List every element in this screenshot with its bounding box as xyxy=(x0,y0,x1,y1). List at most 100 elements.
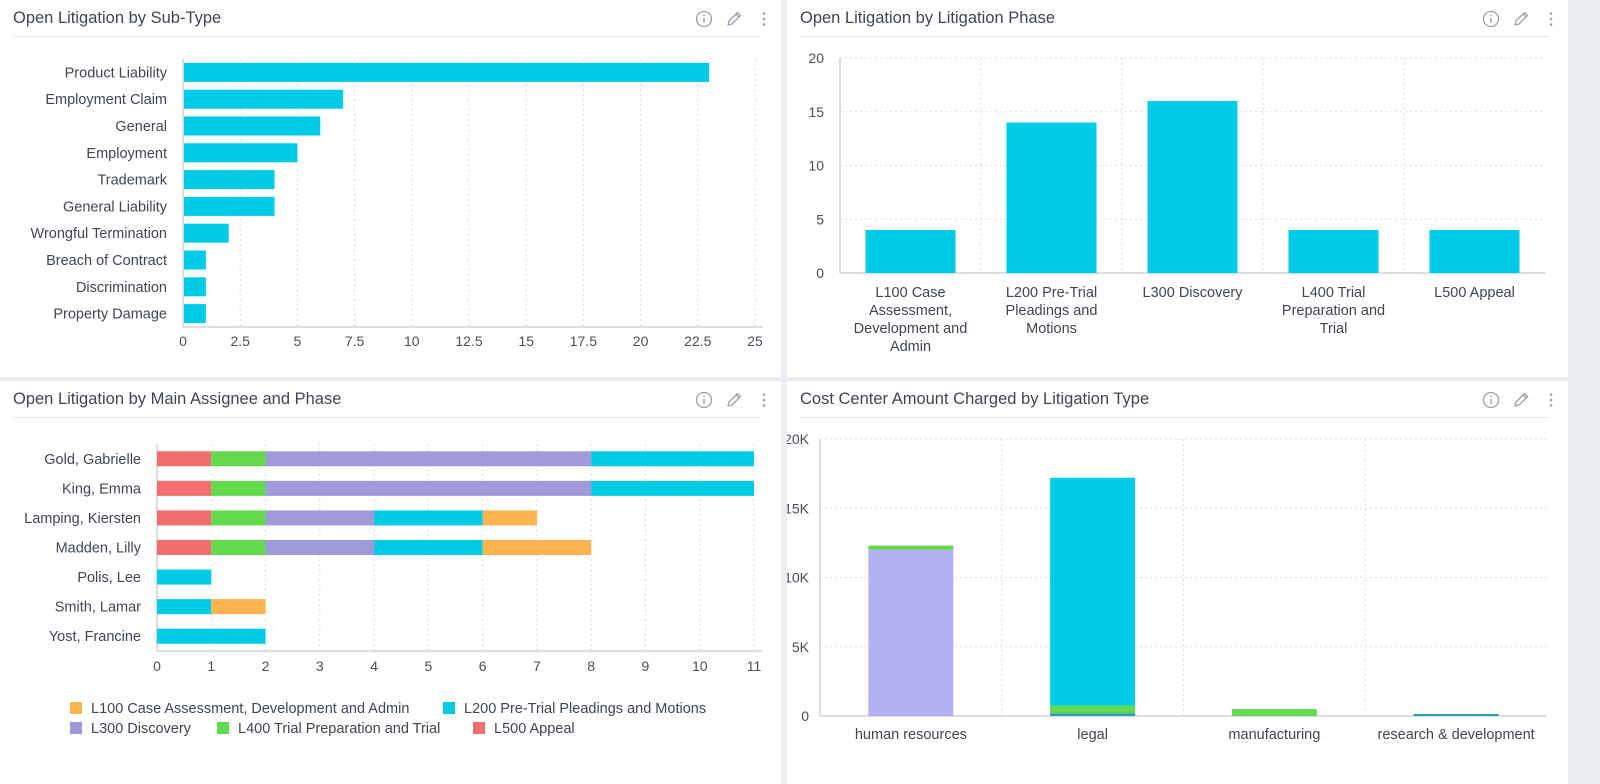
y-category-label: Property Damage xyxy=(53,307,167,323)
x-tick-label: 20 xyxy=(633,333,649,349)
y-category-label: King, Emma xyxy=(62,481,142,497)
bar-segment-gold-gabrielle-l300 xyxy=(265,451,592,467)
x-tick-label: 8 xyxy=(587,658,595,674)
x-category-label: L100 Case xyxy=(875,285,945,301)
panel-header: Open Litigation by Main Assignee and Pha… xyxy=(0,381,781,417)
y-category-label: Smith, Lamar xyxy=(55,600,141,616)
x-tick-label: 5 xyxy=(424,658,432,674)
y-category-label: Polis, Lee xyxy=(77,570,141,586)
panel-divider xyxy=(800,36,1548,37)
info-icon[interactable] xyxy=(1482,391,1500,409)
y-tick-label: 20 xyxy=(808,50,824,66)
x-tick-label: 3 xyxy=(316,658,324,674)
panel-header: Cost Center Amount Charged by Litigation… xyxy=(787,381,1568,417)
bar-segment-madden-lilly-l400 xyxy=(211,540,266,555)
bar-segment-smith-lamar-l200 xyxy=(157,599,212,615)
y-category-label: Trademark xyxy=(97,173,167,189)
panel-actions xyxy=(1482,389,1560,411)
chart-subtype: 0 2.5 5 7.5 10 12.5 15 17.5 20 22.5 25 Product Liab… xyxy=(31,59,763,349)
x-tick-label: 9 xyxy=(642,658,650,674)
chart-assignee: 0 1 2 3 4 5 6 7 8 9 10 11 Gold, Gabrielle King, Emma L… xyxy=(24,444,762,737)
bar-segment-yost-francine-l200 xyxy=(157,628,266,644)
panel-phase: Open Litigation by Litigation Phase 0 5 10… xyxy=(787,0,1568,377)
legend-swatch xyxy=(443,702,455,714)
bar-wrongful-termination xyxy=(184,223,229,243)
pencil-icon[interactable] xyxy=(1512,10,1530,28)
x-tick-label: 0 xyxy=(153,658,161,674)
panel-assignee: Open Litigation by Main Assignee and Pha… xyxy=(0,381,781,784)
x-tick-label: 12.5 xyxy=(455,333,482,349)
bar-segment-legal-2 xyxy=(1050,705,1136,714)
bar-property-damage xyxy=(184,304,206,324)
y-category-label: Breach of Contract xyxy=(46,253,167,269)
x-tick-label: 22.5 xyxy=(684,333,711,349)
x-category-label: research & development xyxy=(1378,727,1535,743)
y-category-label: Employment xyxy=(86,146,167,162)
legend-swatch xyxy=(70,702,82,714)
x-category-label: L200 Pre-Trial xyxy=(1006,285,1097,301)
x-category-label: Admin xyxy=(890,339,931,355)
bar-segment-king-emma-l300 xyxy=(265,480,592,496)
bar-segment-gold-gabrielle-l400 xyxy=(211,451,266,467)
bar-general xyxy=(184,116,321,136)
legend-item-label: L200 Pre-Trial Pleadings and Motions xyxy=(464,701,706,717)
panel-header: Open Litigation by Sub-Type xyxy=(0,0,781,36)
y-tick-label: 10K xyxy=(787,570,810,586)
x-tick-label: 5 xyxy=(294,333,302,349)
bar-segment-lamping-kiersten-l300 xyxy=(265,510,375,526)
bar-l200-pre-trial-pleadings-and-motions xyxy=(1006,122,1097,273)
pencil-icon[interactable] xyxy=(725,10,743,28)
bar-segment-legal-1 xyxy=(1050,713,1136,716)
bar-segment-gold-gabrielle-l200 xyxy=(591,451,754,467)
legend-item-label: L500 Appeal xyxy=(494,721,575,737)
bar-breach-of-contract xyxy=(184,250,206,270)
bar-segment-human-resources-2 xyxy=(868,545,954,550)
y-tick-label: 10 xyxy=(808,158,824,174)
bar-general-liability xyxy=(184,196,275,216)
bar-segment-madden-lilly-l200 xyxy=(374,540,483,555)
y-category-label: Product Liability xyxy=(65,65,168,81)
y-tick-label: 15K xyxy=(787,500,810,516)
pencil-icon[interactable] xyxy=(1512,391,1530,409)
bar-segment-human-resources-0 xyxy=(868,549,954,716)
x-category-label: Assessment, xyxy=(869,303,952,319)
x-category-label: L400 Trial xyxy=(1302,285,1366,301)
more-vertical-icon[interactable] xyxy=(755,391,773,409)
more-vertical-icon[interactable] xyxy=(755,10,773,28)
x-tick-label: 0 xyxy=(179,333,187,349)
x-tick-label: 11 xyxy=(747,658,762,674)
legend-swatch xyxy=(217,722,229,734)
y-category-label: Employment Claim xyxy=(45,92,167,108)
x-category-label: Development and xyxy=(854,321,968,337)
x-category-label: Pleadings and xyxy=(1006,303,1098,319)
x-tick-label: 6 xyxy=(479,658,487,674)
bar-segment-research-development-1 xyxy=(1413,713,1499,716)
y-category-label: Wrongful Termination xyxy=(31,226,167,242)
y-category-label: General Liability xyxy=(63,199,168,215)
y-category-label: Gold, Gabrielle xyxy=(44,452,141,468)
y-category-label: General xyxy=(115,119,167,135)
info-icon[interactable] xyxy=(1482,10,1500,28)
info-icon[interactable] xyxy=(695,10,713,28)
y-category-label: Lamping, Kiersten xyxy=(24,511,141,527)
y-tick-label: 15 xyxy=(808,104,824,120)
panel-header: Open Litigation by Litigation Phase xyxy=(787,0,1568,36)
pencil-icon[interactable] xyxy=(725,391,743,409)
panel-title: Open Litigation by Sub-Type xyxy=(13,9,222,27)
panel-actions xyxy=(1482,8,1560,30)
bar-employment xyxy=(184,143,298,163)
bar-segment-madden-lilly-l300 xyxy=(265,540,375,555)
y-tick-label: 5 xyxy=(816,211,824,227)
bar-l300-discovery xyxy=(1147,101,1238,273)
x-tick-label: 1 xyxy=(207,658,215,674)
legend-item-label: L100 Case Assessment, Development and Ad… xyxy=(91,701,409,717)
x-category-label: Trial xyxy=(1320,321,1348,337)
bar-product-liability xyxy=(184,62,710,82)
y-category-label: Discrimination xyxy=(76,280,167,296)
more-vertical-icon[interactable] xyxy=(1542,391,1560,409)
panel-actions xyxy=(695,8,773,30)
more-vertical-icon[interactable] xyxy=(1542,10,1560,28)
x-tick-label: 7.5 xyxy=(345,333,365,349)
info-icon[interactable] xyxy=(695,391,713,409)
panel-subtype: Open Litigation by Sub-Type 0 2.5 5 7.5 10 12… xyxy=(0,0,781,377)
